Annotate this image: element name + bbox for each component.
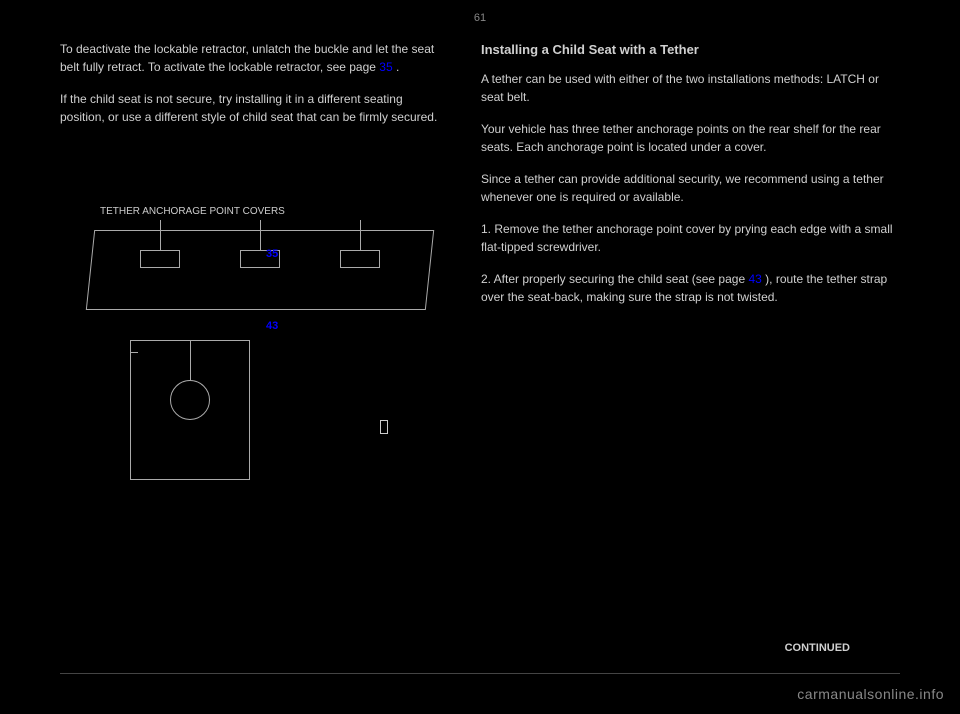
para-tail: . [396,60,399,74]
page-link[interactable]: 43 [748,272,761,286]
continued-label: CONTINUED [785,642,850,654]
tether-diagram: TETHER ANCHORAGE POINT COVERS 35 43 [80,220,460,520]
right-column: Installing a Child Seat with a Tether A … [481,40,900,500]
step-number: 1. [481,222,491,236]
paragraph: To deactivate the lockable retractor, un… [60,40,441,76]
diagram-anchor-ring [170,380,210,420]
step: 2. After properly securing the child sea… [481,270,900,306]
footer-line [60,673,900,674]
diagram-leader [260,220,261,250]
diagram-leader [160,220,161,250]
step-text: After properly securing the child seat (… [494,272,749,286]
diagram-step-link[interactable]: 35 [266,248,278,260]
diagram-leader [360,220,361,250]
screwdriver-icon [380,420,388,434]
para-text: If the child seat is not secure, try ins… [60,92,437,124]
diagram-step: 35 [266,248,278,260]
step-number: 2. [481,272,491,286]
diagram-cover [340,250,380,268]
paragraph: Your vehicle has three tether anchorage … [481,120,900,156]
diagram-tick [130,352,138,353]
paragraph: Since a tether can provide additional se… [481,170,900,206]
section-title: Installing a Child Seat with a Tether [481,40,900,60]
diagram-cover [140,250,180,268]
step-text: Remove the tether anchorage point cover … [481,222,893,254]
step: 1. Remove the tether anchorage point cov… [481,220,900,256]
diagram-step-link[interactable]: 43 [266,320,278,332]
watermark: carmanualsonline.info [797,686,944,702]
paragraph: A tether can be used with either of the … [481,70,900,106]
page-link[interactable]: 35 [379,60,392,74]
diagram-label: TETHER ANCHORAGE POINT COVERS [100,206,285,217]
paragraph: If the child seat is not secure, try ins… [60,90,441,126]
page-number: 61 [474,12,486,24]
diagram-strap [190,340,191,380]
diagram-step: 43 [266,320,278,332]
